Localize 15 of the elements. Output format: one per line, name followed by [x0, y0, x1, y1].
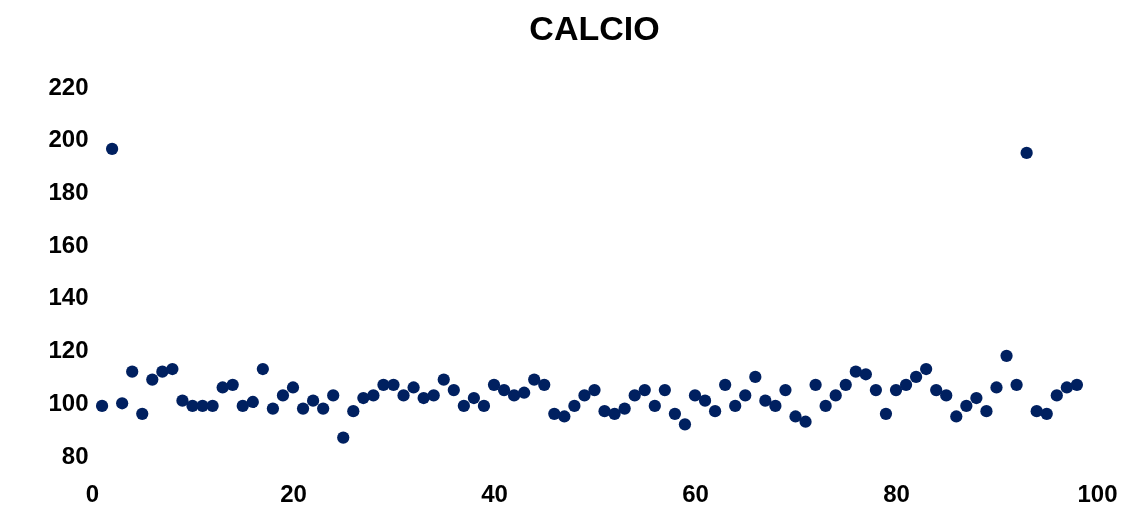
y-tick-label: 200	[48, 125, 89, 153]
x-tick-label: 40	[481, 479, 508, 507]
chart-title: CALCIO	[529, 9, 660, 47]
y-tick-label: 160	[48, 230, 89, 258]
x-tick-label: 60	[682, 479, 709, 507]
y-tick-label: 140	[48, 283, 89, 311]
y-tick-label: 80	[61, 441, 89, 469]
x-tick-label: 20	[280, 479, 307, 507]
y-tick-label: 220	[48, 72, 89, 100]
x-tick-label: 80	[883, 479, 910, 507]
x-tick-label: 0	[85, 479, 100, 507]
y-tick-label: 100	[48, 388, 89, 416]
y-tick-label: 180	[48, 177, 89, 205]
x-tick-label: 100	[1077, 479, 1118, 507]
y-tick-label: 120	[48, 336, 89, 364]
